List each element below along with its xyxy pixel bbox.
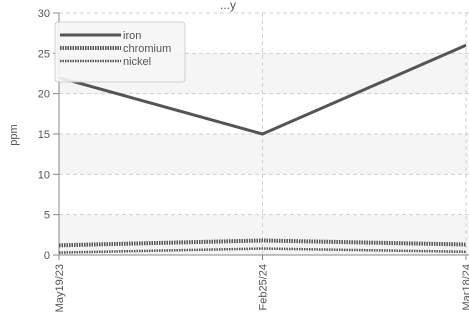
x-tick-label: May19/23 [54,264,66,312]
series-line-chromium [58,238,467,248]
legend-label-nickel: nickel [123,56,151,68]
y-tick-label: 15 [38,129,50,141]
x-tick-label: Mar18/24 [461,264,469,310]
series-line-iron [58,43,467,136]
legend-box [54,21,186,83]
x-tick-label: Feb25/24 [258,264,270,310]
legend-label-iron: iron [123,30,141,42]
legend-label-chromium: chromium [123,43,171,55]
y-tick-label: 25 [38,48,50,60]
series-line-nickel [58,247,467,254]
y-tick-label: 0 [44,250,50,262]
chart-title: ...y [220,0,236,12]
y-axis-title: ppm [8,124,20,145]
y-tick-label: 20 [38,89,50,101]
y-tick-label: 30 [38,8,50,20]
y-tick-label: 10 [38,169,50,181]
plot-band [59,134,469,175]
y-tick-label: 5 [44,210,50,222]
